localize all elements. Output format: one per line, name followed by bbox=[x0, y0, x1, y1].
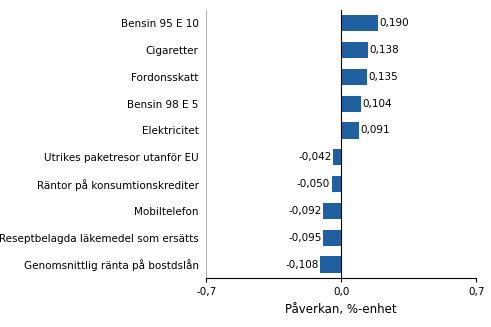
Text: 0,138: 0,138 bbox=[369, 45, 399, 55]
Text: 0,104: 0,104 bbox=[363, 99, 392, 109]
Text: -0,092: -0,092 bbox=[289, 206, 322, 216]
Bar bbox=[324, 203, 341, 219]
Text: 0,190: 0,190 bbox=[380, 18, 409, 28]
Bar bbox=[341, 122, 359, 139]
Text: 0,091: 0,091 bbox=[360, 126, 390, 135]
Text: -0,050: -0,050 bbox=[297, 179, 330, 189]
Text: -0,108: -0,108 bbox=[285, 260, 319, 269]
Bar bbox=[331, 176, 341, 192]
Bar bbox=[341, 69, 367, 85]
Bar bbox=[341, 95, 361, 112]
Text: -0,095: -0,095 bbox=[288, 233, 322, 243]
Bar bbox=[321, 256, 341, 273]
Bar bbox=[323, 230, 341, 246]
Text: 0,135: 0,135 bbox=[369, 72, 399, 82]
X-axis label: Påverkan, %-enhet: Påverkan, %-enhet bbox=[285, 302, 397, 316]
Bar bbox=[341, 42, 368, 58]
Bar bbox=[333, 149, 341, 165]
Bar bbox=[341, 15, 378, 31]
Text: -0,042: -0,042 bbox=[298, 152, 331, 162]
